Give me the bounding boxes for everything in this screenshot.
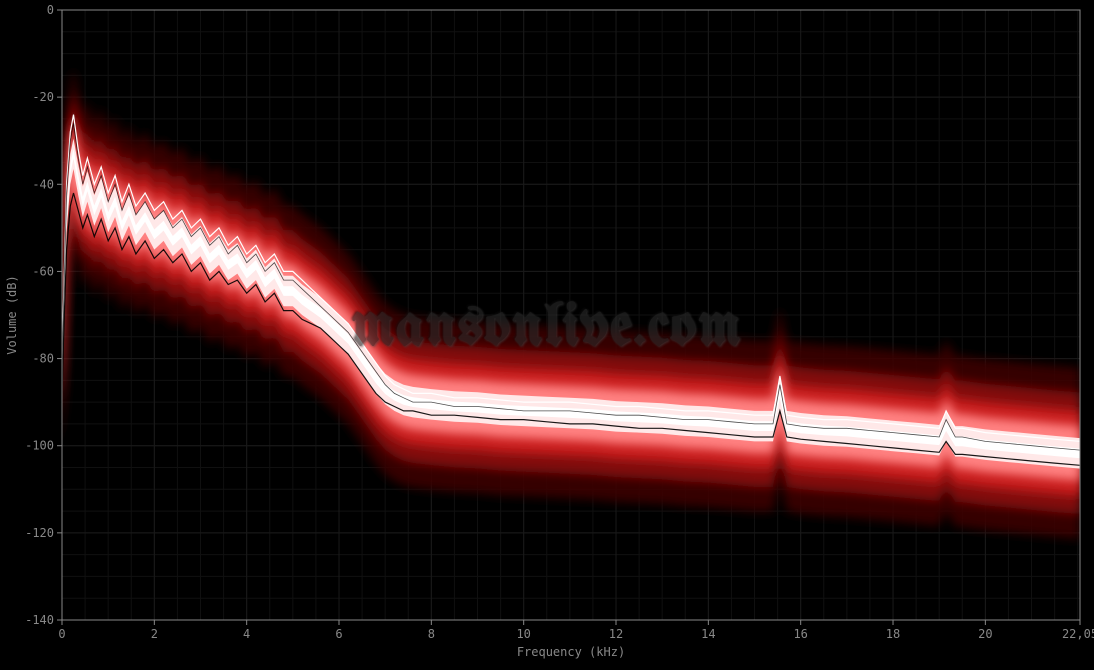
y-tick-label: -140	[25, 613, 54, 627]
y-tick-label: -80	[32, 352, 54, 366]
y-tick-label: -120	[25, 526, 54, 540]
x-tick-label: 8	[428, 627, 435, 641]
y-tick-label: 0	[47, 3, 54, 17]
x-tick-label: 22,05	[1062, 627, 1094, 641]
y-tick-label: -40	[32, 177, 54, 191]
x-tick-label: 12	[609, 627, 623, 641]
x-tick-label: 0	[58, 627, 65, 641]
y-axis-label: Volume (dB)	[5, 275, 19, 354]
y-tick-label: -100	[25, 439, 54, 453]
x-axis-label: Frequency (kHz)	[517, 645, 625, 659]
y-tick-label: -20	[32, 90, 54, 104]
y-tick-label: -60	[32, 264, 54, 278]
x-tick-label: 10	[516, 627, 530, 641]
x-tick-label: 18	[886, 627, 900, 641]
chart-svg: 0 2 4 6 8 10 12 14 16 18 20 22,05 0 -20 -40 -60 -80 -100 -…	[0, 0, 1094, 670]
spectrum-chart: 0 2 4 6 8 10 12 14 16 18 20 22,05 0 -20 -40 -60 -80 -100 -…	[0, 0, 1094, 670]
x-tick-label: 20	[978, 627, 992, 641]
x-tick-label: 2	[151, 627, 158, 641]
x-tick-label: 4	[243, 627, 250, 641]
x-tick-label: 14	[701, 627, 715, 641]
x-tick-label: 6	[335, 627, 342, 641]
x-tick-label: 16	[793, 627, 807, 641]
